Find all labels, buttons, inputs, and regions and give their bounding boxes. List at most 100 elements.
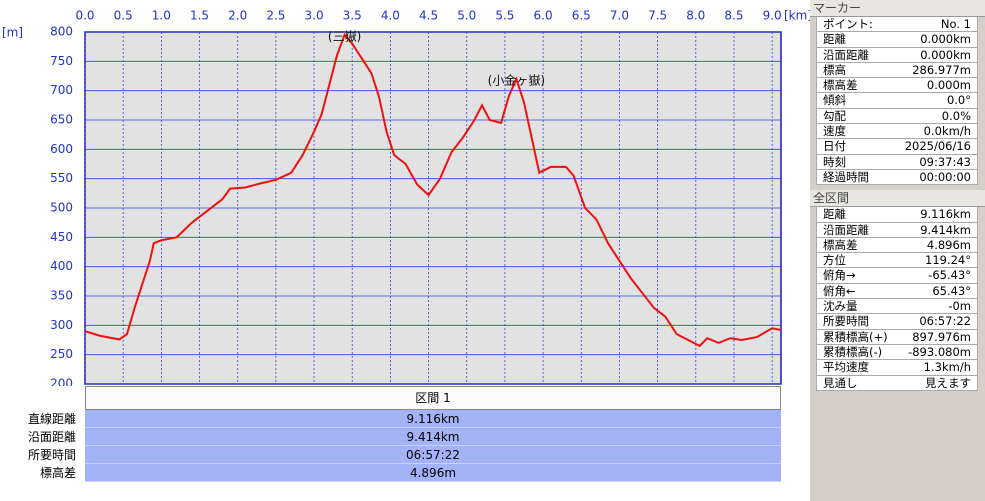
x-tick-label: 2.0 — [228, 9, 247, 23]
x-tick-label: 1.5 — [190, 9, 209, 23]
x-tick-label: 0.0 — [75, 9, 94, 23]
row-value: 0.0km/h — [923, 124, 971, 139]
y-tick-label: 600 — [50, 142, 73, 156]
row-value: 0.0° — [946, 93, 971, 108]
y-tick-label: 350 — [50, 289, 73, 303]
y-tick-label: 500 — [50, 201, 73, 215]
row-value: 00:00:00 — [919, 169, 971, 184]
row-label: 累積標高(-) — [823, 344, 883, 359]
info-row: 傾斜 0.0° — [816, 93, 978, 109]
row-value: 2025/06/16 — [904, 139, 971, 154]
row-label: 標高差 — [39, 466, 76, 480]
row-value: 0.000km — [920, 47, 971, 62]
section-table: 区間 1 直線距離 9.116km 沿面距離 9.414km 所要時間 06:57:22 標… — [0, 386, 782, 482]
row-value: No. 1 — [940, 17, 971, 31]
info-row: 所要時間 06:57:22 — [816, 314, 978, 330]
row-value: 0.000m — [926, 78, 971, 93]
y-tick-label: 200 — [50, 377, 73, 387]
row-value: 9.414km — [920, 222, 971, 237]
y-unit: [m] — [2, 26, 23, 40]
info-row: 俯角← 65.43° — [816, 283, 978, 300]
x-tick-label: 2.5 — [266, 9, 285, 23]
x-tick-label: 6.5 — [572, 9, 591, 23]
row-value: -65.43° — [928, 268, 971, 283]
x-tick-label: 5.5 — [495, 9, 514, 23]
panel-header: 全区間 — [810, 190, 985, 208]
elevation-line — [84, 33, 782, 348]
x-tick-label: 3.5 — [343, 9, 362, 23]
row-label: 沿面距離 — [823, 222, 869, 237]
y-tick-label: 750 — [50, 54, 73, 68]
info-row: 速度 0.0km/h — [816, 124, 978, 140]
row-label: 方位 — [823, 253, 846, 268]
row-value: -0m — [948, 299, 971, 314]
row-label: 距離 — [823, 207, 846, 222]
info-row: ポイント: No. 1 — [816, 17, 978, 33]
row-label: 所要時間 — [27, 448, 76, 462]
x-tick-label: 4.0 — [381, 9, 400, 23]
info-row: 沿面距離 9.414km — [816, 222, 978, 238]
info-row: 平均速度 1.3km/h — [816, 360, 978, 376]
row-label: 経過時間 — [823, 169, 869, 184]
row-value: 06:57:22 — [919, 314, 971, 329]
row-value: 897.976m — [912, 329, 971, 344]
y-tick-label: 300 — [50, 318, 73, 332]
row-label: 日付 — [823, 139, 846, 154]
info-row: 方位 119.24° — [816, 253, 978, 269]
row-value: 9.414km — [85, 428, 781, 446]
info-row: 日付 2025/06/16 — [816, 139, 978, 155]
row-value: -893.080m — [908, 344, 971, 359]
info-row: 勾配 0.0% — [816, 108, 978, 125]
row-value: 9.116km — [85, 410, 781, 428]
side-panel: マーカー ポイント: No. 1 距離 0.000km 沿面距離 0.000km 標高 286.… — [810, 0, 985, 501]
chart: [m] [km] 200 250 300 350 400 450 500 550 600 650 7… — [2, 9, 810, 387]
info-row: 標高差 0.000m — [816, 78, 978, 94]
row-label: 沿面距離 — [823, 47, 869, 62]
row-label: 直線距離 — [27, 412, 76, 426]
info-row: 沈み量 -0m — [816, 299, 978, 315]
y-tick-label: 250 — [50, 347, 73, 361]
row-label: 沈み量 — [823, 299, 858, 314]
section-row: 標高差 4.896m — [0, 464, 782, 482]
info-row: 時刻 09:37:43 — [816, 154, 978, 170]
row-label: 時刻 — [823, 154, 846, 169]
row-label: 俯角→ — [823, 268, 856, 283]
row-label: ポイント: — [823, 17, 873, 31]
info-row: 沿面距離 0.000km — [816, 47, 978, 63]
row-value: 286.977m — [912, 62, 971, 77]
peak-annotation: (三嶽) — [328, 29, 361, 43]
row-value: 4.896m — [85, 464, 781, 482]
x-tick-label: 8.0 — [686, 9, 705, 23]
y-tick-label: 450 — [50, 230, 73, 244]
row-label: 累積標高(+) — [823, 329, 888, 344]
x-tick-label: 6.0 — [534, 9, 553, 23]
panel-header: マーカー — [810, 0, 985, 17]
x-unit: [km] — [784, 9, 810, 23]
y-tick-label: 400 — [50, 259, 73, 273]
x-tick-label: 1.0 — [152, 9, 171, 23]
row-label: 速度 — [823, 124, 846, 139]
info-row: 累積標高(+) 897.976m — [816, 329, 978, 345]
row-value: 65.43° — [932, 283, 971, 298]
section-header: 区間 1 — [85, 386, 781, 410]
row-label: 見通し — [823, 375, 858, 390]
row-label: 沿面距離 — [27, 430, 76, 444]
row-value: 9.116km — [920, 207, 971, 222]
x-tick-label: 5.0 — [457, 9, 476, 23]
row-value: 06:57:22 — [85, 446, 781, 464]
info-row: 経過時間 00:00:00 — [816, 169, 978, 186]
x-tick-label: 0.5 — [114, 9, 133, 23]
info-row: 距離 0.000km — [816, 32, 978, 48]
info-row: 累積標高(-) -893.080m — [816, 344, 978, 361]
x-tick-label: 7.5 — [648, 9, 667, 23]
row-label: 勾配 — [823, 108, 846, 123]
info-row: 標高 286.977m — [816, 62, 978, 79]
y-tick-label: 650 — [50, 113, 73, 127]
row-value: 09:37:43 — [919, 154, 971, 169]
y-tick-label: 800 — [50, 25, 73, 39]
x-tick-label: 4.5 — [419, 9, 438, 23]
peak-annotation: (小金ヶ嶽) — [488, 72, 545, 87]
row-label: 距離 — [823, 32, 846, 47]
info-row: 見通し 見えます — [816, 375, 978, 391]
